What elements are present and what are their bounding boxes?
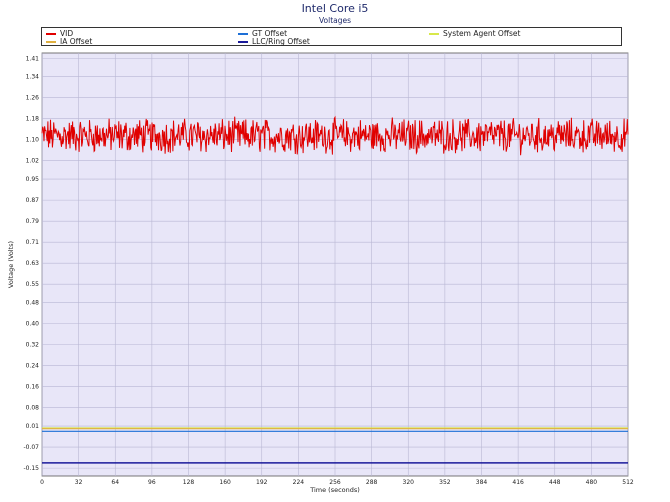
x-tick-label: 64 [111,479,119,486]
x-axis-ticks: 0 32 64 96 128 160 192 224 256 288 320 352 384 416 448… [40,479,634,486]
legend-item-gt-offset: GT Offset [238,29,287,38]
legend: VID GT Offset System Agent Offset IA Off… [41,27,622,46]
x-axis-label: Time (seconds) [309,486,360,494]
y-tick-label: 0.24 [26,363,40,370]
legend-swatch-system-agent-offset [429,32,439,35]
legend-item-vid: VID [46,29,73,38]
legend-item-llc-ring-offset: LLC/Ring Offset [238,37,310,46]
x-tick-label: 128 [183,479,195,486]
y-tick-label: 0.08 [26,405,40,412]
x-tick-label: 192 [256,479,268,486]
legend-item-system-agent-offset: System Agent Offset [429,29,520,38]
x-tick-label: 480 [586,479,598,486]
series-group [41,115,629,464]
chart-title: Intel Core i5 [301,2,369,15]
x-tick-label: 416 [512,479,524,486]
y-tick-label: 0.87 [26,197,40,204]
y-tick-label: 0.40 [26,321,40,328]
legend-label-system-agent-offset: System Agent Offset [443,29,521,38]
y-tick-label: -0.07 [23,444,39,451]
series-line-vid [41,115,629,156]
x-tick-label: 384 [476,479,488,486]
legend-item-ia-offset: IA Offset [46,37,92,46]
y-tick-label: 1.10 [26,137,40,144]
x-tick-label: 320 [403,479,415,486]
y-tick-label: 1.26 [26,95,40,102]
x-tick-label: 448 [549,479,561,486]
legend-label-vid: VID [60,29,74,38]
legend-swatch-ia-offset [46,40,56,43]
x-tick-label: 160 [219,479,231,486]
legend-label-gt-offset: GT Offset [252,29,288,38]
x-tick-label: 32 [75,479,83,486]
y-tick-label: -0.15 [23,465,39,472]
chart-subtitle: Voltages [318,16,352,25]
y-axis-ticks: 1.41 1.34 1.26 1.18 1.10 1.02 0.95 0.87 0.79 0.71… [23,55,39,472]
y-tick-label: 0.63 [26,260,40,267]
y-tick-label: 0.55 [26,281,40,288]
y-tick-label: 1.18 [26,116,40,123]
y-tick-label: 0.79 [26,218,40,225]
y-tick-label: 0.32 [26,342,40,349]
x-tick-label: 288 [366,479,378,486]
x-tick-label: 96 [148,479,156,486]
y-axis-label: Voltage (Volts) [7,241,15,288]
x-tick-label: 256 [329,479,341,486]
x-tick-label: 0 [40,479,44,486]
y-tick-label: 0.16 [26,384,40,391]
x-tick-label: 224 [293,479,305,486]
y-tick-label: 1.34 [26,74,40,81]
legend-swatch-gt-offset [238,32,248,35]
x-tick-label: 352 [439,479,451,486]
y-tick-label: 0.95 [26,176,40,183]
y-tick-label: 0.01 [26,423,40,430]
legend-label-llc-ring-offset: LLC/Ring Offset [252,37,310,46]
y-tick-label: 0.48 [26,300,40,307]
y-tick-label: 1.02 [26,158,40,165]
y-tick-label: 0.71 [26,239,40,246]
x-tick-label: 512 [622,479,634,486]
legend-swatch-llc-ring-offset [238,40,248,43]
y-tick-label: 1.41 [26,55,40,62]
legend-swatch-vid [46,32,56,35]
legend-label-ia-offset: IA Offset [60,37,93,46]
